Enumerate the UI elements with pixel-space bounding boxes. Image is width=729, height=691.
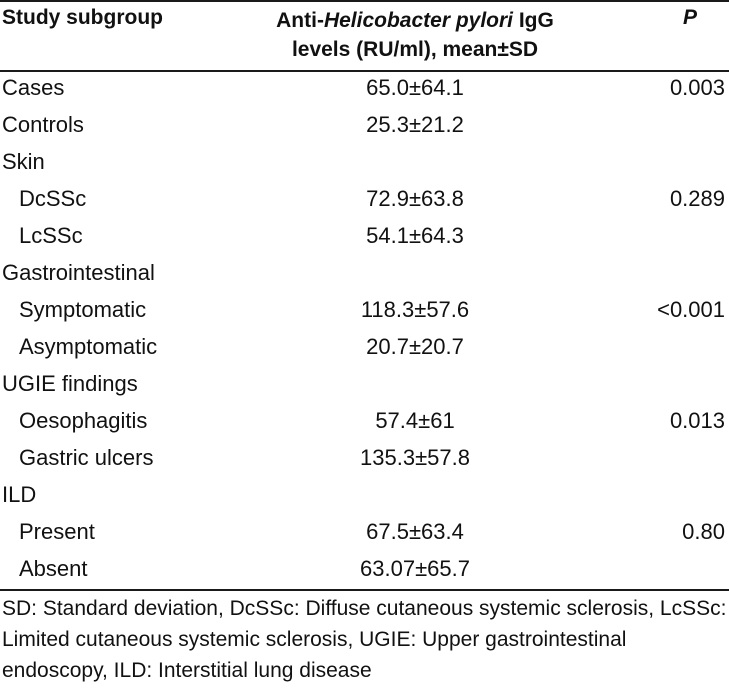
table-row: Controls 25.3±21.2: [0, 107, 729, 144]
table-row-group: Gastrointestinal: [0, 255, 729, 292]
row-group-label: Skin: [2, 149, 45, 174]
row-p-value: 0.289: [669, 186, 725, 211]
row-value: 25.3±21.2: [366, 112, 464, 137]
header-igg-prefix: Anti-: [276, 9, 324, 32]
row-group-label: Gastrointestinal: [2, 260, 155, 285]
row-p-value: 0.013: [669, 408, 725, 433]
row-group-label: ILD: [2, 482, 37, 507]
row-value: 118.3±57.6: [360, 297, 470, 322]
table-row: Symptomatic 118.3±57.6 <0.001: [0, 292, 729, 329]
table-row: Oesophagitis 57.4±61 0.013: [0, 403, 729, 440]
table-row-group: ILD: [0, 477, 729, 514]
row-label: Oesophagitis: [19, 408, 148, 433]
row-value: 67.5±63.4: [366, 519, 464, 544]
row-value: 20.7±20.7: [366, 334, 464, 359]
row-label: Present: [19, 519, 95, 544]
row-value: 54.1±64.3: [366, 223, 464, 248]
row-p-value: <0.001: [657, 297, 725, 322]
row-label: Asymptomatic: [19, 334, 158, 359]
table-row-group: UGIE findings: [0, 366, 729, 403]
row-value: 57.4±61: [375, 408, 455, 433]
header-igg-levels: Anti-Helicobacter pylori IgG levels (RU/…: [250, 6, 580, 64]
row-p-value: 0.003: [669, 75, 725, 100]
table-footnote: SD: Standard deviation, DcSSc: Diffuse c…: [2, 597, 727, 682]
table-row: Absent 63.07±65.7: [0, 551, 729, 588]
row-label: Absent: [19, 556, 88, 581]
row-label: Gastric ulcers: [19, 445, 154, 470]
header-igg-suffix: IgG: [513, 9, 554, 32]
header-igg-line1: Anti-Helicobacter pylori IgG: [250, 6, 580, 35]
table-bottom-rule: [0, 589, 729, 591]
header-p-value: P: [682, 6, 697, 29]
table-row: Asymptomatic 20.7±20.7: [0, 329, 729, 366]
row-p-value: 0.80: [682, 519, 725, 544]
row-value: 63.07±65.7: [360, 556, 470, 581]
header-igg-species: Helicobacter pylori: [323, 9, 514, 32]
row-label: Cases: [2, 75, 65, 100]
table-row: Gastric ulcers 135.3±57.8: [0, 440, 729, 477]
header-study-subgroup: Study subgroup: [2, 6, 163, 29]
row-label: DcSSc: [19, 186, 87, 211]
table-row: Cases 65.0±64.1 0.003: [0, 70, 729, 107]
row-label: LcSSc: [19, 223, 83, 248]
table-header: Study subgroup Anti-Helicobacter pylori …: [0, 0, 729, 70]
table-row: DcSSc 72.9±63.8 0.289: [0, 181, 729, 218]
table-header-rule: [0, 70, 729, 72]
row-value: 65.0±64.1: [366, 75, 464, 100]
table-top-rule: [0, 0, 729, 2]
table-body: Cases 65.0±64.1 0.003 Controls 25.3±21.2…: [0, 70, 729, 588]
row-value: 72.9±63.8: [366, 186, 464, 211]
table-row: Present 67.5±63.4 0.80: [0, 514, 729, 551]
table-row-group: Skin: [0, 144, 729, 181]
row-value: 135.3±57.8: [360, 445, 470, 470]
header-igg-line2: levels (RU/ml), mean±SD: [291, 38, 539, 61]
table-row: LcSSc 54.1±64.3: [0, 218, 729, 255]
row-group-label: UGIE findings: [2, 371, 138, 396]
row-label: Symptomatic: [19, 297, 147, 322]
row-label: Controls: [2, 112, 84, 137]
